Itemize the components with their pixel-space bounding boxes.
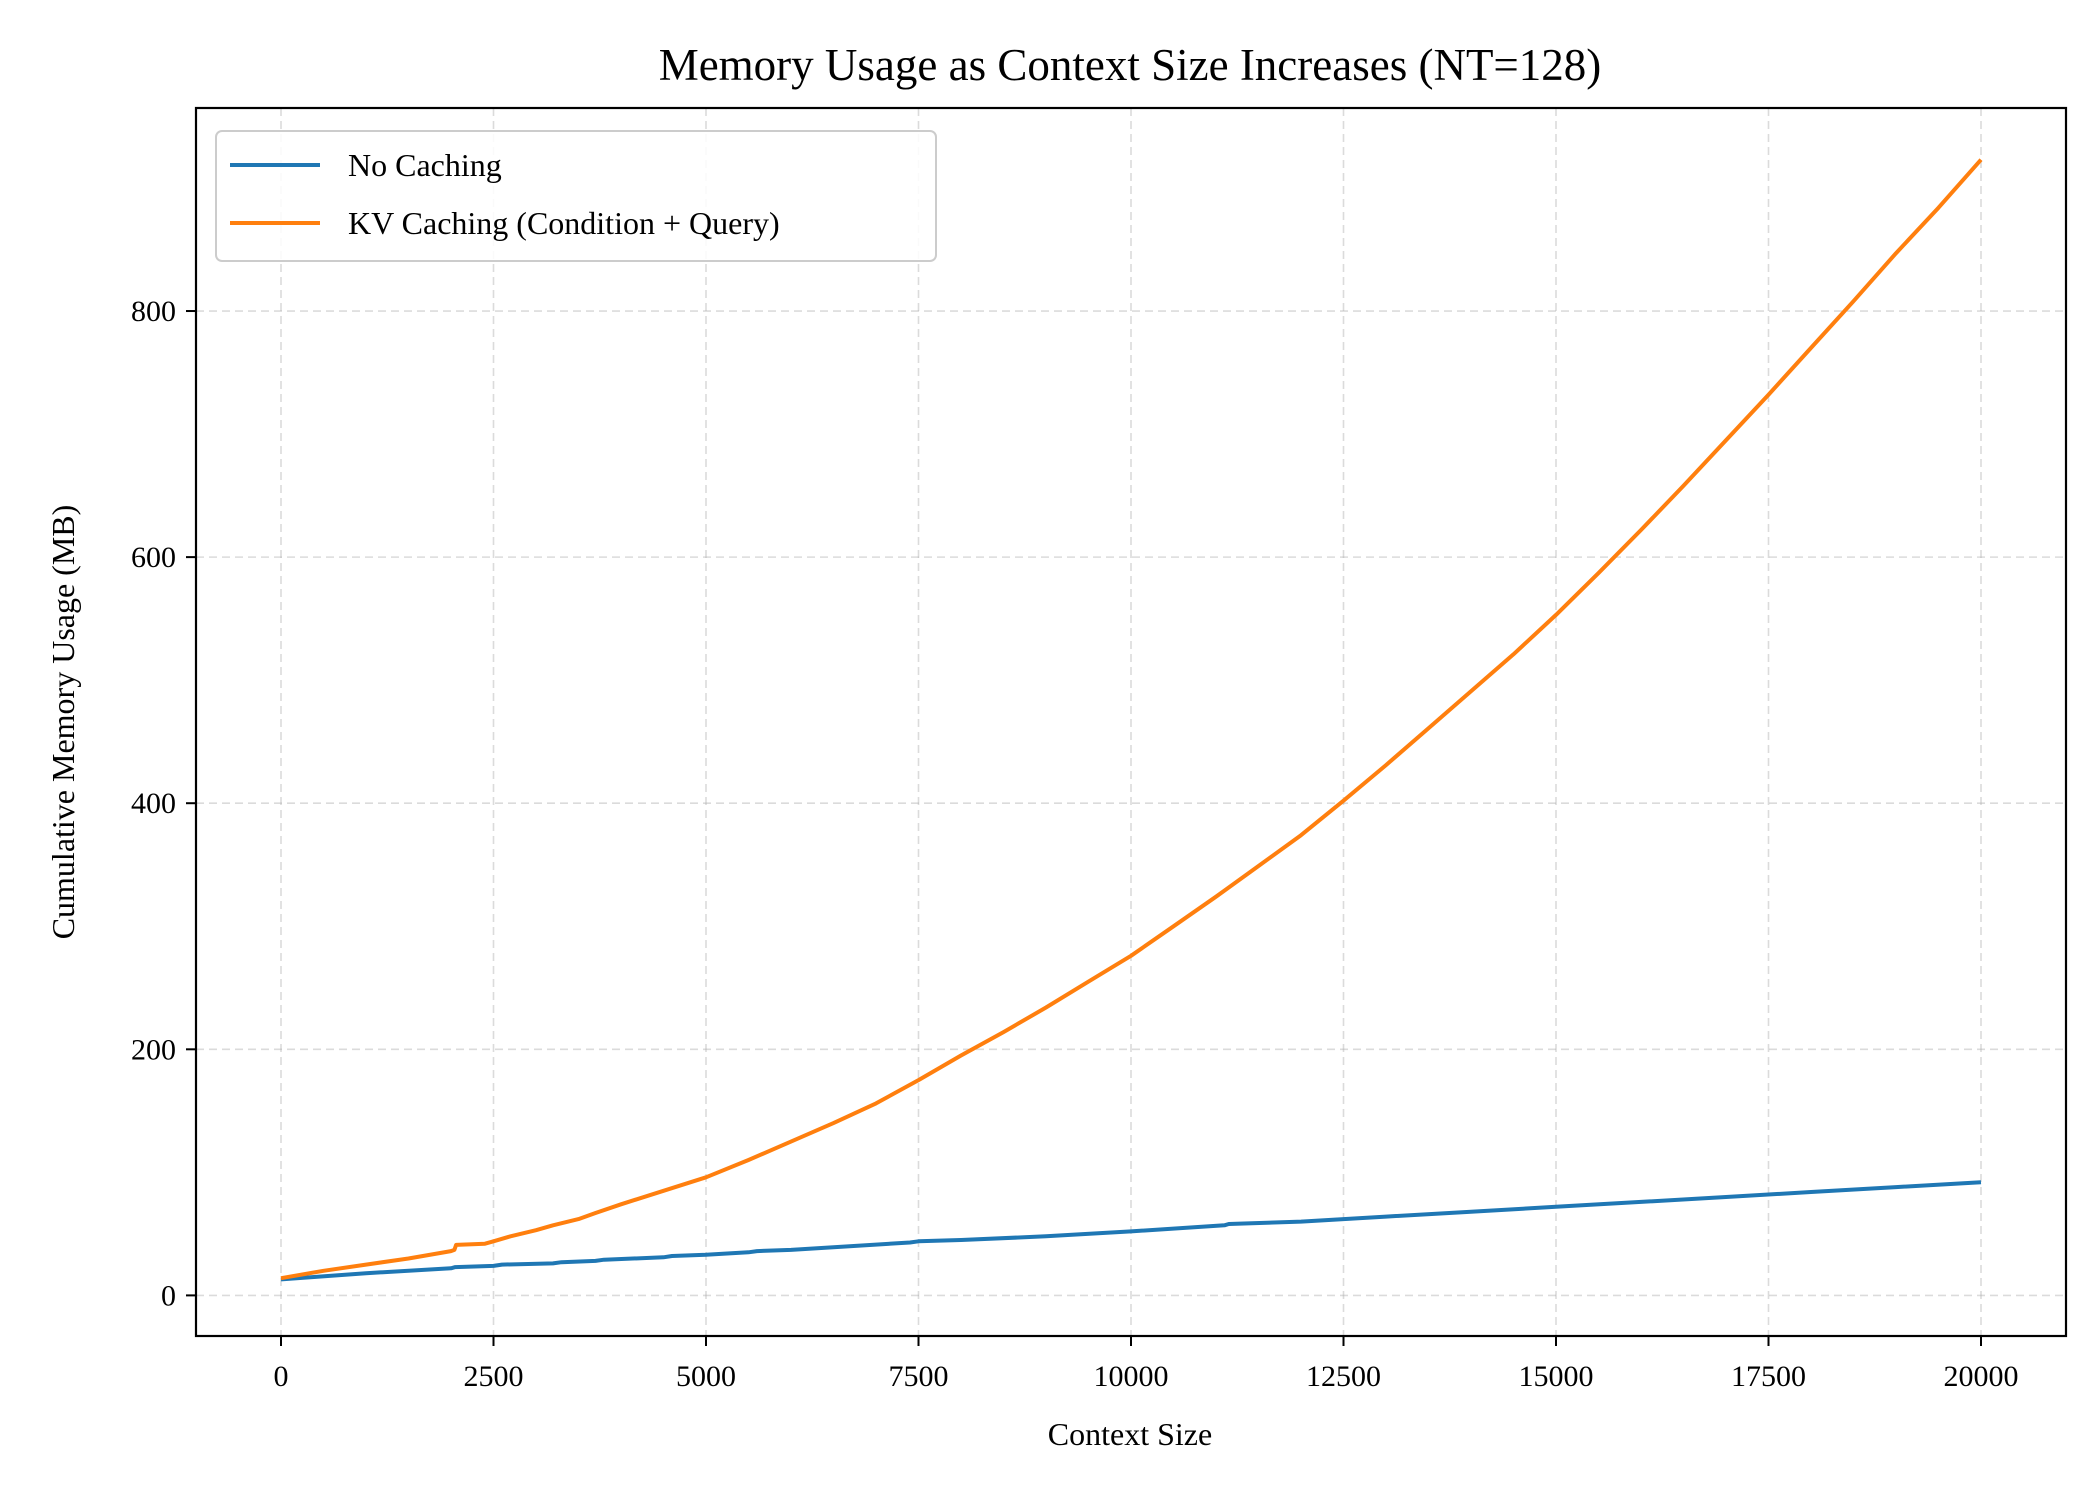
legend: No Caching KV Caching (Condition + Query… (215, 130, 937, 262)
x-tick-label: 2500 (464, 1360, 524, 1393)
x-tick-label: 5000 (676, 1360, 736, 1393)
x-axis-label: Context Size (1048, 1416, 1212, 1452)
y-tick-label: 800 (131, 295, 176, 328)
legend-label-kv-caching: KV Caching (Condition + Query) (348, 205, 780, 241)
y-axis-ticks: 0 200 400 600 800 (131, 295, 196, 1312)
x-tick-label: 10000 (1094, 1360, 1169, 1393)
y-tick-label: 400 (131, 787, 176, 820)
grid (196, 108, 2066, 1336)
legend-label-no-caching: No Caching (348, 147, 502, 183)
series-line-no-caching (280, 1180, 1982, 1282)
x-tick-label: 17500 (1731, 1360, 1806, 1393)
x-tick-label: 7500 (889, 1360, 949, 1393)
y-tick-label: 0 (161, 1279, 176, 1312)
x-tick-label: 0 (274, 1360, 289, 1393)
x-tick-label: 20000 (1944, 1360, 2019, 1393)
y-tick-label: 600 (131, 541, 176, 574)
series-line-kv-caching (280, 158, 1983, 1281)
x-axis-ticks: 0 2500 5000 7500 10000 12500 15000 17500 20000 (274, 1336, 2019, 1393)
x-tick-label: 15000 (1519, 1360, 1594, 1393)
plot-series (280, 158, 1983, 1282)
y-tick-label: 200 (131, 1033, 176, 1066)
chart-title: Memory Usage as Context Size Increases (… (659, 40, 1602, 90)
legend-box (215, 130, 937, 262)
x-tick-label: 12500 (1306, 1360, 1381, 1393)
y-axis-label: Cumulative Memory Usage (MB) (45, 505, 81, 940)
